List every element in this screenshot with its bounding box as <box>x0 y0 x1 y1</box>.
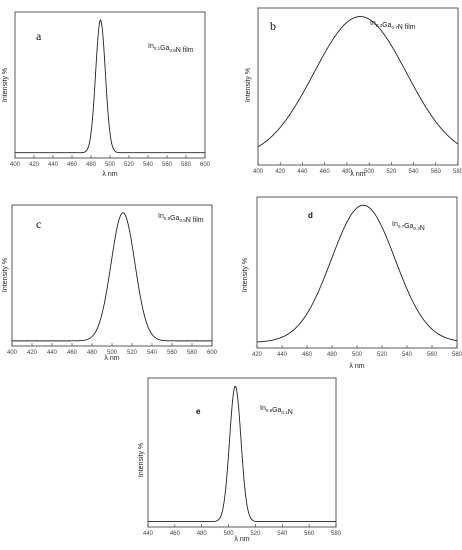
panel-d: 420 440 460 480 500 520 540 560 580 λ nm Intensity… <box>242 196 462 370</box>
x-tick-label: 480 <box>87 350 98 356</box>
x-axis-label: λ nm <box>104 355 119 362</box>
plot-frame <box>256 196 458 349</box>
x-tick-label: 480 <box>86 162 97 168</box>
x-tick-label: 400 <box>10 162 21 168</box>
plot-frame <box>257 7 459 166</box>
y-axis-label: Intensity % <box>138 443 145 477</box>
x-tick-label: 560 <box>427 352 438 358</box>
x-tick-label: 500 <box>352 352 363 358</box>
x-tick-label: 480 <box>327 352 338 358</box>
panel-a: 400 420 440 460 480 500 520 540 560 580 600 λ nm Int… <box>2 11 211 178</box>
x-tick-label: 500 <box>364 169 375 175</box>
composition-label: In0.9Ga0.1N <box>260 405 293 416</box>
x-tick-label: 440 <box>47 350 58 356</box>
x-tick-label: 400 <box>253 169 264 175</box>
x-tick-label: 460 <box>302 352 313 358</box>
x-tick-label: 560 <box>167 350 178 356</box>
x-tick-label: 520 <box>386 169 397 175</box>
x-tick-label: 540 <box>402 352 413 358</box>
plot-frame <box>11 204 213 347</box>
x-axis-label: λ nm <box>102 171 117 178</box>
x-axis-label: λ nm <box>350 171 365 178</box>
x-axis-label: λ nm <box>349 363 364 370</box>
x-tick-label: 400 <box>7 350 18 356</box>
x-tick-label: 440 <box>297 169 308 175</box>
y-axis-label: Intensity % <box>2 68 9 102</box>
y-axis-label: Intensity % <box>2 258 9 292</box>
x-tick-label: 480 <box>197 531 208 537</box>
x-tick-label: 420 <box>275 169 286 175</box>
x-tick-label: 520 <box>127 350 138 356</box>
panel-label: b <box>270 19 276 33</box>
x-tick-label: 480 <box>342 169 353 175</box>
panel-c: 400 420 440 460 480 500 520 540 560 580 600 λ nm Int… <box>2 204 218 362</box>
spectrum-line <box>257 16 459 148</box>
panel-label: e <box>196 407 201 416</box>
x-tick-label: 500 <box>224 531 235 537</box>
x-tick-label: 580 <box>331 531 342 537</box>
x-tick-label: 560 <box>162 162 173 168</box>
x-tick-label: 520 <box>377 352 388 358</box>
x-tick-label: 600 <box>200 162 211 168</box>
composition-label: In0.3Ga0.7N film <box>370 20 416 31</box>
composition-label: In0.1Ga0.9N film <box>148 43 194 54</box>
plot-frame <box>147 377 337 528</box>
composition-label: In0.5Ga0.5N film <box>158 213 204 224</box>
composition-label: In0.7Ga0.3N <box>392 221 425 232</box>
x-tick-label: 440 <box>143 531 154 537</box>
x-tick-label: 580 <box>187 350 198 356</box>
panel-label: a <box>36 29 42 43</box>
x-tick-label: 420 <box>252 352 263 358</box>
x-axis-label: λ nm <box>234 536 249 543</box>
spectrum-line <box>12 212 212 342</box>
x-tick-label: 440 <box>48 162 59 168</box>
x-tick-label: 460 <box>170 531 181 537</box>
x-tick-label: 520 <box>250 531 261 537</box>
x-tick-label: 500 <box>107 350 118 356</box>
panel-e: 440 460 480 500 520 540 560 580 λ nm Intensity % e… <box>138 377 342 543</box>
x-tick-label: 560 <box>304 531 315 537</box>
x-tick-label: 520 <box>124 162 135 168</box>
y-axis-label: Intensity % <box>242 258 249 292</box>
x-tick-label: 580 <box>453 169 462 175</box>
x-tick-label: 600 <box>207 350 218 356</box>
y-axis-label: Intensity % <box>245 68 252 102</box>
x-tick-label: 540 <box>409 169 420 175</box>
panel-b: 400 420 440 460 480 500 520 540 560 580 λ nm Intens… <box>245 7 462 178</box>
x-tick-label: 580 <box>181 162 192 168</box>
x-tick-label: 500 <box>105 162 116 168</box>
x-tick-label: 420 <box>27 350 38 356</box>
x-tick-label: 460 <box>67 162 78 168</box>
panel-label: c <box>36 217 41 231</box>
x-tick-label: 420 <box>29 162 40 168</box>
spectrum-line <box>148 385 336 523</box>
x-tick-label: 580 <box>452 352 462 358</box>
spectrum-line <box>15 18 205 154</box>
panel-label: d <box>308 211 313 220</box>
x-tick-label: 540 <box>277 531 288 537</box>
x-tick-label: 540 <box>147 350 158 356</box>
x-tick-label: 560 <box>431 169 442 175</box>
x-tick-label: 460 <box>320 169 331 175</box>
x-tick-label: 460 <box>67 350 78 356</box>
x-tick-label: 440 <box>277 352 288 358</box>
x-tick-label: 540 <box>143 162 154 168</box>
spectrum-line <box>256 204 458 343</box>
